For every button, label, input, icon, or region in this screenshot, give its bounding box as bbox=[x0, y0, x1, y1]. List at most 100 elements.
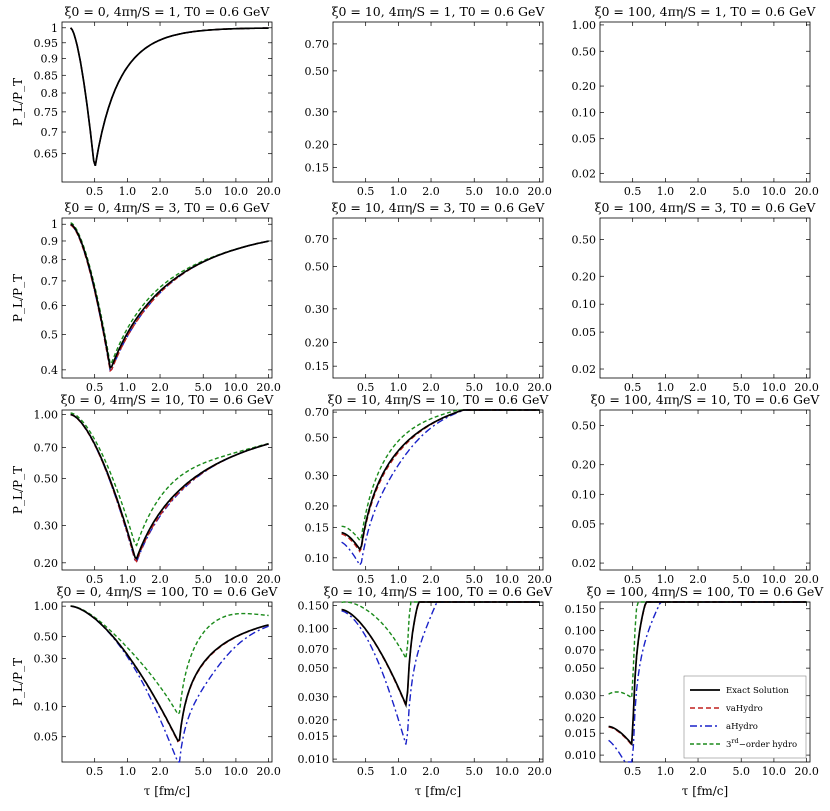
series-hydro3 bbox=[70, 222, 269, 366]
plot-frame bbox=[61, 21, 273, 183]
x-tick-label: 10.0 bbox=[495, 185, 520, 198]
legend-label-ahydro: aHydro bbox=[726, 722, 758, 732]
y-tick-label: 0.20 bbox=[305, 336, 330, 349]
chart-panel-4: ξ0 = 0, 4πη/S = 3, T0 = 0.6 GeV 0.5 1.0 2.0… bbox=[11, 200, 281, 394]
legend-hydro3-sup: rd bbox=[731, 737, 738, 745]
x-tick-label: 5.0 bbox=[194, 381, 212, 394]
x-tick-label: 20.0 bbox=[527, 185, 552, 198]
panel-title: ξ0 = 0, 4πη/S = 100, T0 = 0.6 GeV bbox=[57, 584, 279, 599]
x-tick-label: 0.5 bbox=[624, 573, 642, 586]
y-tick-label: 0.15 bbox=[305, 360, 330, 373]
y-tick-label: 0.015 bbox=[565, 727, 597, 740]
y-tick-label: 0.50 bbox=[572, 420, 597, 433]
plot-frame bbox=[61, 601, 273, 763]
x-tick-label: 20.0 bbox=[794, 573, 819, 586]
x-tick-label: 2.0 bbox=[689, 381, 707, 394]
legend-label-vahydro: vaHydro bbox=[725, 704, 763, 714]
x-tick-label: 2.0 bbox=[151, 185, 169, 198]
panel-title: ξ0 = 0, 4πη/S = 1, T0 = 0.6 GeV bbox=[65, 4, 271, 19]
y-tick-label: 0.20 bbox=[305, 138, 330, 151]
series-vahydro bbox=[70, 224, 269, 373]
y-tick-label: 0.20 bbox=[305, 500, 330, 513]
y-tick-label: 0.15 bbox=[305, 161, 330, 174]
y-tick-label: 0.50 bbox=[305, 261, 330, 274]
chart-panel-11: ξ0 = 10, 4πη/S = 100, T0 = 0.6 GeV 0.5 1.0… bbox=[298, 584, 554, 798]
y-tick-label: 0.100 bbox=[565, 625, 597, 638]
x-axis-label: τ [fm/c] bbox=[682, 784, 728, 798]
panel-title: ξ0 = 10, 4πη/S = 100, T0 = 0.6 GeV bbox=[324, 584, 554, 599]
y-tick-label: 0.10 bbox=[305, 552, 330, 565]
x-tick-label: 2.0 bbox=[689, 573, 707, 586]
chart-panel-6: ξ0 = 100, 4πη/S = 3, T0 = 0.6 GeV 0.5 1.0 2… bbox=[572, 200, 819, 394]
x-tick-label: 20.0 bbox=[256, 185, 281, 198]
y-tick-label: 1.00 bbox=[34, 408, 59, 421]
y-tick-label: 0.020 bbox=[565, 712, 597, 725]
x-tick-label: 10.0 bbox=[495, 573, 520, 586]
series-hydro3 bbox=[70, 605, 269, 716]
series-exact bbox=[341, 409, 540, 551]
x-axis-label: τ [fm/c] bbox=[415, 784, 461, 798]
x-tick-label: 20.0 bbox=[527, 573, 552, 586]
y-tick-label: 0.8 bbox=[41, 254, 59, 267]
y-tick-label: 0.4 bbox=[41, 364, 59, 377]
x-tick-label: 1.0 bbox=[657, 381, 675, 394]
y-tick-label: 0.05 bbox=[34, 731, 59, 744]
x-tick-label: 0.5 bbox=[86, 573, 104, 586]
x-tick-label: 0.5 bbox=[624, 381, 642, 394]
y-tick-label: 0.9 bbox=[41, 53, 59, 66]
x-tick-label: 1.0 bbox=[119, 765, 137, 778]
x-tick-label: 1.0 bbox=[390, 185, 408, 198]
series-vahydro bbox=[70, 414, 269, 563]
panel-title: ξ0 = 10, 4πη/S = 1, T0 = 0.6 GeV bbox=[332, 4, 546, 19]
y-tick-label: 0.50 bbox=[34, 630, 59, 643]
x-tick-label: 5.0 bbox=[732, 185, 750, 198]
x-tick-label: 10.0 bbox=[495, 765, 520, 778]
x-tick-label: 5.0 bbox=[465, 185, 483, 198]
x-tick-label: 1.0 bbox=[390, 765, 408, 778]
x-tick-label: 10.0 bbox=[224, 765, 249, 778]
x-tick-label: 20.0 bbox=[527, 765, 552, 778]
plot-frame bbox=[332, 21, 544, 183]
series-exact bbox=[341, 601, 540, 709]
y-tick-label: 0.6 bbox=[41, 299, 59, 312]
y-tick-label: 1.00 bbox=[572, 19, 597, 32]
x-tick-label: 5.0 bbox=[465, 381, 483, 394]
x-tick-label: 1.0 bbox=[390, 381, 408, 394]
plot-frame bbox=[599, 409, 811, 571]
y-tick-label: 0.85 bbox=[34, 69, 59, 82]
y-tick-label: 0.20 bbox=[572, 459, 597, 472]
y-tick-label: 0.50 bbox=[572, 45, 597, 58]
x-tick-label: 0.5 bbox=[86, 185, 104, 198]
series-exact bbox=[69, 27, 269, 167]
chart-panel-3: ξ0 = 100, 4πη/S = 1, T0 = 0.6 GeV 0.5 1.0 2… bbox=[572, 4, 819, 198]
x-tick-label: 5.0 bbox=[465, 573, 483, 586]
panel-title: ξ0 = 0, 4πη/S = 3, T0 = 0.6 GeV bbox=[65, 200, 271, 215]
x-tick-label: 1.0 bbox=[657, 185, 675, 198]
y-tick-label: 0.070 bbox=[298, 643, 330, 656]
panel-title: ξ0 = 100, 4πη/S = 10, T0 = 0.6 GeV bbox=[591, 392, 821, 407]
x-tick-label: 2.0 bbox=[151, 573, 169, 586]
panel-title: ξ0 = 0, 4πη/S = 10, T0 = 0.6 GeV bbox=[61, 392, 275, 407]
legend-label-hydro3: 3rd−order hydro bbox=[726, 737, 797, 750]
chart-panel-8: ξ0 = 10, 4πη/S = 10, T0 = 0.6 GeV 0.5 1.0 2… bbox=[305, 392, 552, 586]
y-tick-label: 0.02 bbox=[572, 363, 597, 376]
y-tick-label: 0.100 bbox=[298, 623, 330, 636]
y-tick-label: 1.00 bbox=[34, 600, 59, 613]
y-tick-label: 0.70 bbox=[305, 406, 330, 419]
x-tick-label: 0.5 bbox=[357, 381, 375, 394]
y-tick-label: 0.10 bbox=[572, 106, 597, 119]
series-hydro3 bbox=[341, 601, 540, 661]
panel-title: ξ0 = 10, 4πη/S = 3, T0 = 0.6 GeV bbox=[332, 200, 546, 215]
y-tick-label: 0.015 bbox=[298, 730, 330, 743]
x-tick-label: 1.0 bbox=[657, 765, 675, 778]
plot-frame bbox=[61, 409, 273, 571]
plot-frame bbox=[332, 409, 544, 571]
y-tick-label: 0.02 bbox=[572, 168, 597, 181]
x-tick-label: 2.0 bbox=[151, 765, 169, 778]
y-tick-label: 0.010 bbox=[565, 749, 597, 762]
x-tick-label: 0.5 bbox=[357, 573, 375, 586]
x-tick-label: 5.0 bbox=[732, 573, 750, 586]
series-ahydro bbox=[70, 605, 269, 763]
y-tick-label: 0.8 bbox=[41, 87, 59, 100]
series-vahydro bbox=[341, 409, 540, 553]
